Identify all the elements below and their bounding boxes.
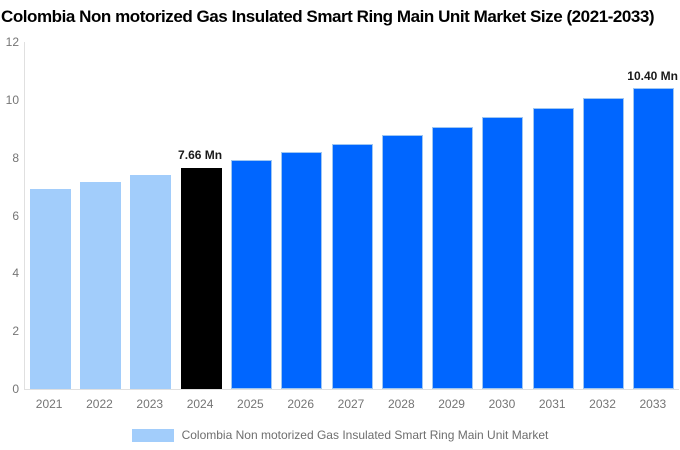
x-axis-tick-label: 2030: [488, 397, 516, 411]
y-axis-tick-label: 4: [12, 266, 19, 281]
y-axis-tick-label: 0: [12, 382, 19, 396]
y-axis-tick-label: 12: [5, 35, 19, 49]
plot-area: [24, 42, 679, 390]
x-axis-tick-label: 2025: [237, 397, 264, 411]
bar-2028: [381, 135, 423, 389]
bar-value-label: 10.40 Mn: [627, 69, 678, 84]
x-axis-tick-label: 2029: [438, 397, 465, 411]
y-axis-tick-label: 2: [12, 324, 19, 339]
bar-2026: [281, 151, 323, 389]
bar-value-label: 7.66 Mn: [178, 148, 223, 163]
legend: Colombia Non motorized Gas Insulated Sma…: [0, 427, 680, 443]
x-axis-tick-label: 2027: [337, 397, 365, 411]
y-axis-tick-label: 6: [12, 208, 19, 223]
bar-2025: [230, 159, 272, 389]
x-axis-tick-label: 2023: [136, 397, 164, 411]
bar-2031: [532, 108, 574, 389]
x-axis-tick-label: 2032: [589, 397, 616, 411]
bar-2021: [29, 188, 71, 389]
y-axis-tick-label: 10: [5, 92, 19, 107]
x-axis-tick-label: 2031: [538, 397, 566, 411]
x-axis-tick-label: 2022: [86, 397, 113, 411]
legend-swatch: [131, 428, 174, 442]
bar-2027: [331, 143, 373, 389]
bar-2029: [432, 126, 474, 389]
bar-2024: [180, 167, 222, 389]
x-axis-tick-label: 2021: [35, 397, 63, 411]
x-axis-tick-label: 2026: [287, 397, 315, 411]
bar-2030: [482, 117, 524, 389]
legend-label: Colombia Non motorized Gas Insulated Sma…: [181, 428, 549, 442]
x-axis-tick-label: 2028: [387, 397, 415, 411]
x-axis-tick-label: 2033: [639, 397, 667, 411]
bar-2022: [79, 181, 121, 389]
bar-2032: [583, 98, 625, 389]
y-axis-tick-label: 8: [12, 150, 19, 165]
bar-2033: [633, 88, 675, 389]
bar-2023: [130, 175, 172, 389]
x-axis-tick-label: 2024: [186, 397, 214, 411]
chart-title: Colombia Non motorized Gas Insulated Sma…: [1, 7, 655, 26]
